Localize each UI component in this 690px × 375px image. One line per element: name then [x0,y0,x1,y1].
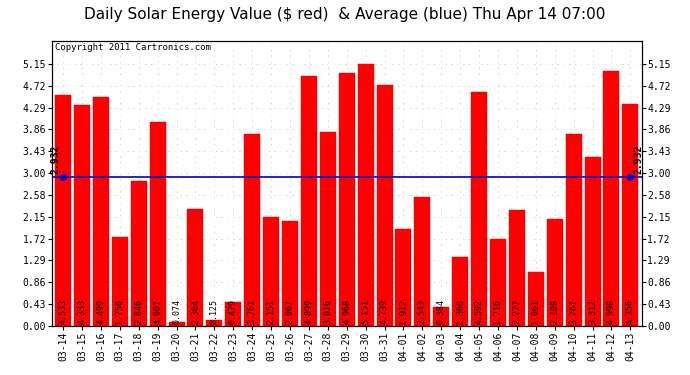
Bar [546,219,563,326]
Bar [452,257,469,326]
Text: 4.968: 4.968 [342,299,351,324]
Bar [206,320,222,326]
Bar [566,134,582,326]
Text: 2.304: 2.304 [191,299,200,324]
Bar [225,302,241,326]
Text: Copyright 2011 Cartronics.com: Copyright 2011 Cartronics.com [55,43,210,52]
Bar [339,73,355,326]
Text: 2.846: 2.846 [135,299,144,324]
Text: 0.479: 0.479 [229,299,238,324]
Text: 2.277: 2.277 [513,299,522,324]
Text: 4.533: 4.533 [59,299,68,324]
Text: 3.816: 3.816 [324,299,333,324]
Bar [622,104,638,326]
Bar [377,85,393,326]
Text: 4.592: 4.592 [475,299,484,324]
Bar [471,92,487,326]
Bar [395,229,411,326]
Bar [528,272,544,326]
Text: 4.356: 4.356 [626,299,635,324]
Bar [112,237,128,326]
Text: 1.716: 1.716 [493,299,502,324]
Bar [414,196,431,326]
Bar [168,322,185,326]
Text: 1.912: 1.912 [399,299,408,324]
Bar [433,307,449,326]
Text: 3.767: 3.767 [569,299,578,324]
Text: 1.750: 1.750 [115,299,124,324]
Text: 3.312: 3.312 [588,299,597,324]
Text: 5.151: 5.151 [361,299,370,324]
Text: 0.074: 0.074 [172,299,181,324]
Bar [584,158,600,326]
Bar [74,105,90,326]
Text: 4.333: 4.333 [77,299,86,324]
Text: 1.061: 1.061 [531,299,540,324]
Text: 2.151: 2.151 [266,299,275,324]
Bar [604,71,620,326]
Bar [130,181,147,326]
Bar [93,97,109,326]
Text: 4.499: 4.499 [97,299,106,324]
Text: 4.899: 4.899 [304,299,313,324]
Bar [263,217,279,326]
Bar [188,209,204,326]
Text: 2.108: 2.108 [550,299,559,324]
Bar [301,76,317,326]
Text: 0.125: 0.125 [210,299,219,324]
Bar [55,95,71,326]
Text: 2.543: 2.543 [418,299,427,324]
Bar [282,221,298,326]
Text: 2.932: 2.932 [633,145,643,174]
Text: 4.739: 4.739 [380,299,389,324]
Bar [357,64,374,326]
Bar [150,122,166,326]
Bar [319,132,336,326]
Text: 2.067: 2.067 [286,299,295,324]
Text: 4.998: 4.998 [607,299,616,324]
Bar [509,210,525,326]
Text: 2.932: 2.932 [50,145,60,174]
Text: 4.007: 4.007 [153,299,162,324]
Text: Daily Solar Energy Value ($ red)  & Average (blue) Thu Apr 14 07:00: Daily Solar Energy Value ($ red) & Avera… [84,8,606,22]
Bar [244,135,260,326]
Text: 0.384: 0.384 [437,299,446,324]
Bar [490,239,506,326]
Text: 1.360: 1.360 [455,299,464,324]
Text: 3.761: 3.761 [248,299,257,324]
